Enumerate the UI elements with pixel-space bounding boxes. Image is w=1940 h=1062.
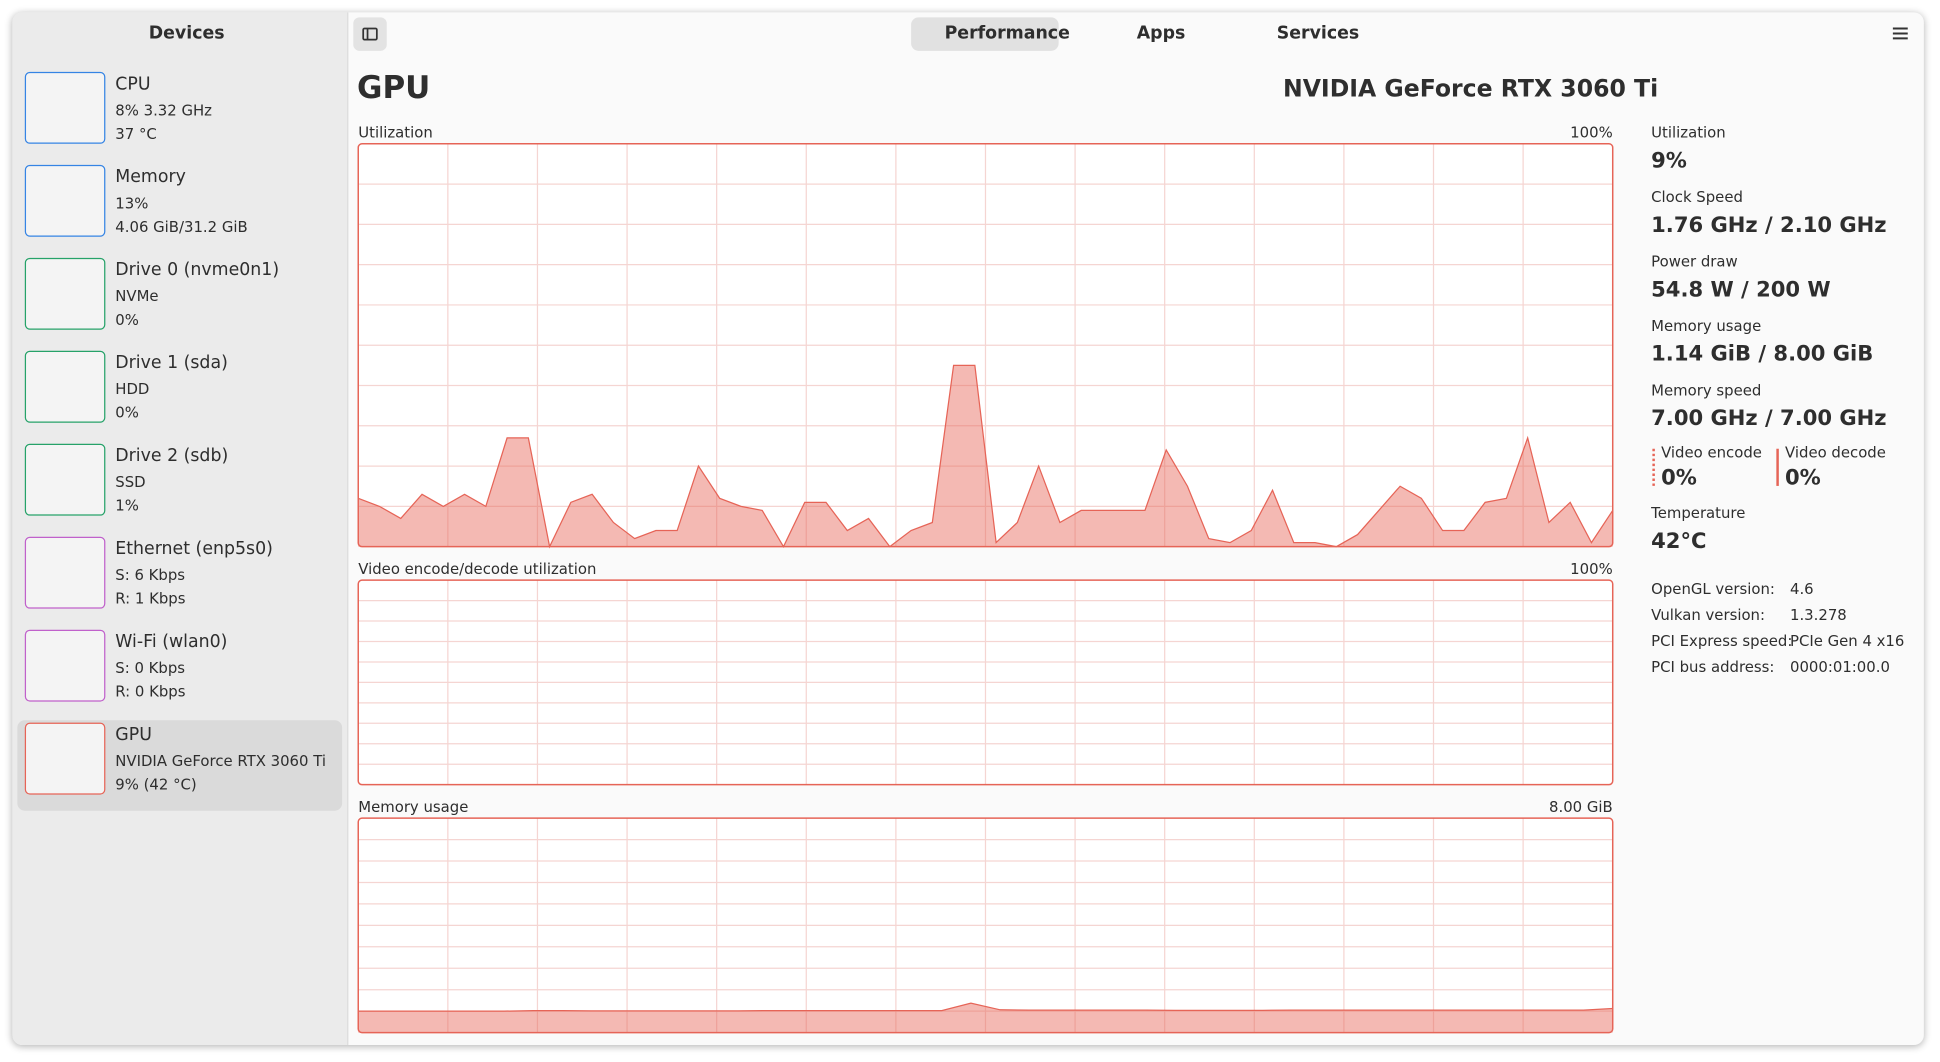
stat-value: 54.8 W / 200 W: [1651, 277, 1831, 303]
info-value: 1.3.278: [1789, 606, 1847, 624]
device-detail: HDD: [115, 380, 150, 398]
info-label: PCI bus address:: [1651, 658, 1775, 676]
chart-label: Memory usage: [358, 798, 469, 816]
data-line: [358, 364, 1614, 549]
device-detail: 1%: [115, 497, 139, 515]
device-thumbnail: [24, 164, 106, 237]
chart-border: [357, 817, 1614, 1034]
codec-label: Video decode: [1785, 443, 1886, 462]
device-title: NVIDIA GeForce RTX 3060 Ti: [1282, 75, 1659, 103]
chart-label: Video encode/decode utilization: [358, 560, 597, 578]
stat-value: 42°C: [1651, 529, 1707, 555]
device-detail: NVMe: [115, 287, 159, 305]
charts-layer: [357, 143, 1614, 1034]
device-detail: NVIDIA GeForce RTX 3060 Ti: [115, 752, 326, 770]
menu-button[interactable]: [1892, 25, 1909, 42]
data-line: [358, 1002, 1613, 1012]
stat-label: Clock Speed: [1651, 188, 1743, 206]
page-title: GPU: [357, 69, 431, 106]
device-detail: 9% (42 °C): [115, 775, 197, 794]
device-detail: S: 0 Kbps: [115, 659, 186, 677]
chart-label: Utilization: [358, 123, 433, 142]
device-name: GPU: [115, 725, 152, 745]
device-detail: 8% 3.32 GHz: [115, 101, 212, 120]
device-name: Drive 1 (sda): [115, 353, 228, 374]
stat-label: Memory speed: [1651, 381, 1762, 400]
codec-value: 0%: [1661, 466, 1697, 491]
tab-label: Services: [1276, 23, 1360, 44]
chart-border: [357, 579, 1614, 786]
device-detail: SSD: [115, 473, 146, 491]
codec-value: 0%: [1785, 466, 1821, 491]
info-value: 4.6: [1789, 580, 1814, 598]
stat-label: Power draw: [1651, 252, 1738, 271]
info-label: OpenGL version:: [1651, 580, 1775, 598]
codec-label: Video encode: [1661, 443, 1762, 462]
device-thumbnail: [24, 443, 106, 516]
sidebar-toggle[interactable]: [353, 17, 387, 51]
info-value: 0000:01:00.0: [1789, 658, 1890, 676]
icon: [362, 27, 378, 41]
stat-value: 1.14 GiB / 8.00 GiB: [1651, 342, 1874, 367]
chart-max-label: 8.00 GiB: [1548, 798, 1613, 816]
device-detail: 0%: [115, 311, 139, 329]
device-detail: 37 °C: [115, 125, 157, 143]
stat-label: Memory usage: [1651, 317, 1762, 335]
device-detail: R: 1 Kbps: [115, 590, 186, 608]
device-detail: 13%: [115, 194, 149, 212]
icon: [1892, 27, 1908, 40]
tab-label: Apps: [1136, 23, 1186, 44]
device-thumbnail: [24, 536, 106, 609]
stat-label: Utilization: [1651, 123, 1726, 142]
device-name: Wi-Fi (wlan0): [115, 632, 228, 653]
device-name: Drive 2 (sdb): [115, 446, 229, 467]
stat-value: 7.00 GHz / 7.00 GHz: [1651, 406, 1887, 432]
info-value: PCIe Gen 4 x16: [1789, 632, 1905, 650]
tab[interactable]: [911, 17, 1059, 51]
device-name: Drive 0 (nvme0n1): [115, 260, 280, 281]
device-name: CPU: [115, 74, 151, 95]
window: Devices CPU 8% 3.32 GHz 37 °C Memory 13% 4.06…: [12, 12, 1924, 1045]
device-detail: R: 0 Kbps: [115, 683, 186, 701]
device-detail: 4.06 GiB/31.2 GiB: [115, 218, 248, 236]
device-name: Memory: [115, 167, 186, 188]
chart-max-label: 100%: [1570, 123, 1613, 142]
codec-indicator: [1776, 448, 1779, 486]
device-detail: 0%: [115, 404, 139, 422]
info-label: PCI Express speed:: [1651, 632, 1793, 650]
device-thumbnail: [24, 722, 106, 795]
sidebar-title: Devices: [148, 23, 225, 44]
device-name: Ethernet (enp5s0): [115, 539, 273, 560]
stat-value: 9%: [1651, 148, 1687, 174]
stat-value: 1.76 GHz / 2.10 GHz: [1651, 213, 1887, 239]
device-thumbnail: [24, 257, 106, 330]
chart-max-label: 100%: [1570, 560, 1613, 578]
codec-indicator: [1652, 448, 1655, 486]
chart-border: [357, 143, 1614, 548]
info-label: Vulkan version:: [1651, 606, 1765, 624]
device-thumbnail: [24, 71, 106, 144]
device-detail: S: 6 Kbps: [115, 566, 186, 584]
tab-label: Performance: [944, 23, 1070, 44]
device-thumbnail: [24, 629, 106, 702]
device-thumbnail: [24, 350, 106, 423]
stat-label: Temperature: [1651, 504, 1746, 522]
